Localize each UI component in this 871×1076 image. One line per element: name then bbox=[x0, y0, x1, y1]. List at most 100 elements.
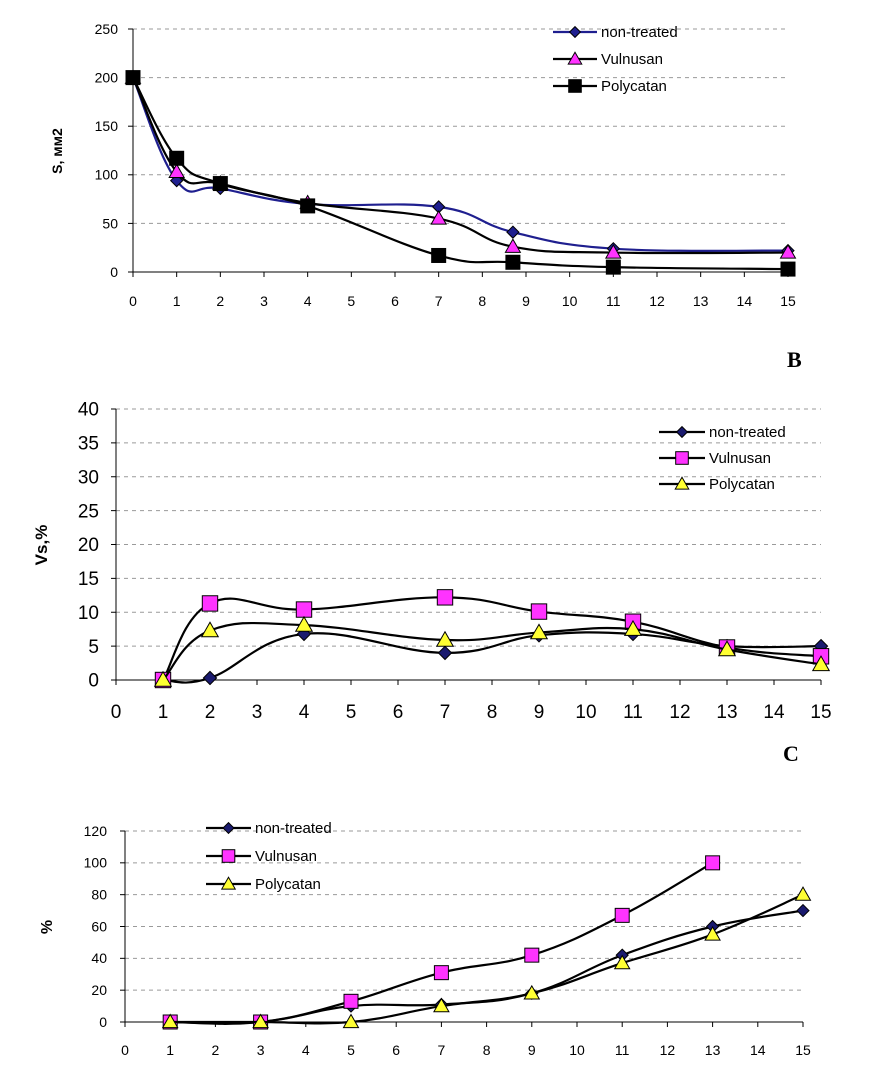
data-point-vulnusan bbox=[530, 603, 548, 620]
y-tick-label: 30 bbox=[78, 467, 99, 488]
legend-marker bbox=[567, 51, 583, 65]
x-tick-label: 9 bbox=[534, 702, 545, 723]
data-point-polycatan bbox=[613, 954, 631, 970]
x-tick-label: 1 bbox=[158, 702, 169, 723]
x-tick-label: 15 bbox=[780, 293, 796, 309]
x-tick-label: 10 bbox=[575, 702, 596, 723]
panel-label-c: C bbox=[783, 741, 799, 766]
series-line-polycatan bbox=[170, 893, 804, 1025]
x-tick-label: 10 bbox=[562, 293, 578, 309]
data-point-polycatan bbox=[169, 150, 185, 166]
data-point-polycatan bbox=[294, 615, 314, 632]
data-point-polycatan bbox=[300, 198, 316, 214]
x-tick-label: 5 bbox=[346, 702, 357, 723]
data-point-polycatan bbox=[161, 1013, 179, 1029]
x-tick-label: 12 bbox=[649, 293, 665, 309]
x-tick-label: 0 bbox=[111, 702, 122, 723]
data-point-polycatan bbox=[623, 619, 643, 636]
data-point-polycatan bbox=[811, 655, 831, 672]
x-tick-label: 3 bbox=[257, 1042, 265, 1058]
data-point-vulnusan bbox=[201, 595, 219, 612]
data-point-vulnusan bbox=[604, 244, 622, 259]
x-tick-label: 8 bbox=[483, 1042, 491, 1058]
x-tick-label: 6 bbox=[392, 1042, 400, 1058]
y-tick-label: 20 bbox=[78, 535, 99, 556]
y-tick-label: 60 bbox=[91, 918, 107, 934]
legend-label: Vulnusan bbox=[255, 848, 317, 865]
x-tick-label: 0 bbox=[129, 293, 137, 309]
series-line-polycatan bbox=[132, 77, 789, 271]
legend-marker bbox=[568, 79, 582, 93]
x-tick-label: 5 bbox=[347, 1042, 355, 1058]
x-tick-label: 13 bbox=[716, 702, 737, 723]
x-tick-label: 15 bbox=[810, 702, 831, 723]
data-point-polycatan bbox=[794, 886, 812, 901]
panel-label-b: B bbox=[787, 347, 802, 372]
x-tick-label: 12 bbox=[660, 1042, 676, 1058]
y-tick-label: 35 bbox=[78, 434, 99, 455]
legend-label: Vulnusan bbox=[709, 450, 771, 467]
legend-marker bbox=[220, 876, 237, 890]
data-point-non-treated bbox=[202, 670, 218, 686]
data-point-polycatan bbox=[153, 670, 173, 687]
data-point-vulnusan bbox=[524, 947, 540, 963]
legend-label: Polycatan bbox=[709, 476, 775, 493]
y-tick-label: 100 bbox=[84, 855, 108, 871]
x-tick-label: 8 bbox=[487, 702, 498, 723]
data-point-polycatan bbox=[523, 984, 541, 1000]
legend-marker bbox=[568, 25, 582, 39]
x-tick-label: 4 bbox=[299, 702, 310, 723]
x-tick-label: 0 bbox=[121, 1042, 129, 1058]
y-tick-label: 40 bbox=[78, 400, 99, 421]
x-tick-label: 6 bbox=[393, 702, 404, 723]
data-point-vulnusan bbox=[504, 238, 522, 253]
x-tick-label: 10 bbox=[569, 1042, 585, 1058]
y-tick-label: 0 bbox=[110, 264, 118, 280]
legend-marker bbox=[675, 451, 689, 465]
data-point-polycatan bbox=[342, 1013, 360, 1029]
x-tick-label: 2 bbox=[212, 1042, 220, 1058]
legend-marker bbox=[221, 849, 236, 863]
data-point-vulnusan bbox=[430, 210, 448, 225]
x-tick-label: 9 bbox=[528, 1042, 536, 1058]
data-point-vulnusan bbox=[705, 855, 721, 871]
data-point-polycatan bbox=[704, 925, 721, 941]
legend-label: Polycatan bbox=[255, 876, 321, 893]
data-point-polycatan bbox=[717, 640, 737, 657]
series-line-vulnusan bbox=[132, 77, 789, 255]
y-tick-label: 20 bbox=[91, 982, 107, 998]
data-point-polycatan bbox=[605, 259, 621, 275]
x-tick-label: 3 bbox=[252, 702, 263, 723]
x-tick-label: 11 bbox=[606, 293, 621, 309]
x-tick-label: 2 bbox=[216, 293, 224, 309]
x-tick-label: 14 bbox=[763, 702, 785, 723]
y-tick-label: 50 bbox=[102, 215, 118, 231]
data-point-polycatan bbox=[431, 247, 447, 263]
x-tick-label: 3 bbox=[260, 293, 268, 309]
data-point-vulnusan bbox=[168, 163, 186, 179]
data-point-polycatan bbox=[125, 70, 141, 86]
y-tick-label: 100 bbox=[95, 167, 119, 183]
data-point-non-treated bbox=[796, 903, 810, 918]
y-tick-label: 5 bbox=[88, 637, 99, 658]
data-point-non-treated bbox=[506, 225, 520, 239]
x-tick-label: 12 bbox=[669, 702, 690, 723]
data-point-non-treated bbox=[437, 645, 453, 661]
data-point-vulnusan bbox=[433, 965, 449, 981]
data-point-polycatan bbox=[505, 254, 521, 270]
data-point-polycatan bbox=[200, 621, 220, 638]
y-tick-label: 120 bbox=[84, 823, 108, 839]
x-tick-label: 1 bbox=[173, 293, 181, 309]
y-axis-label: S, мм2 bbox=[49, 128, 65, 174]
data-point-vulnusan bbox=[779, 244, 797, 259]
y-tick-label: 80 bbox=[91, 887, 107, 903]
x-tick-label: 6 bbox=[391, 293, 399, 309]
series-line-vulnusan bbox=[162, 596, 822, 681]
y-tick-label: 15 bbox=[78, 569, 99, 590]
y-tick-label: 150 bbox=[95, 118, 119, 134]
x-tick-label: 13 bbox=[705, 1042, 721, 1058]
x-tick-label: 7 bbox=[438, 1042, 446, 1058]
x-tick-label: 9 bbox=[522, 293, 530, 309]
